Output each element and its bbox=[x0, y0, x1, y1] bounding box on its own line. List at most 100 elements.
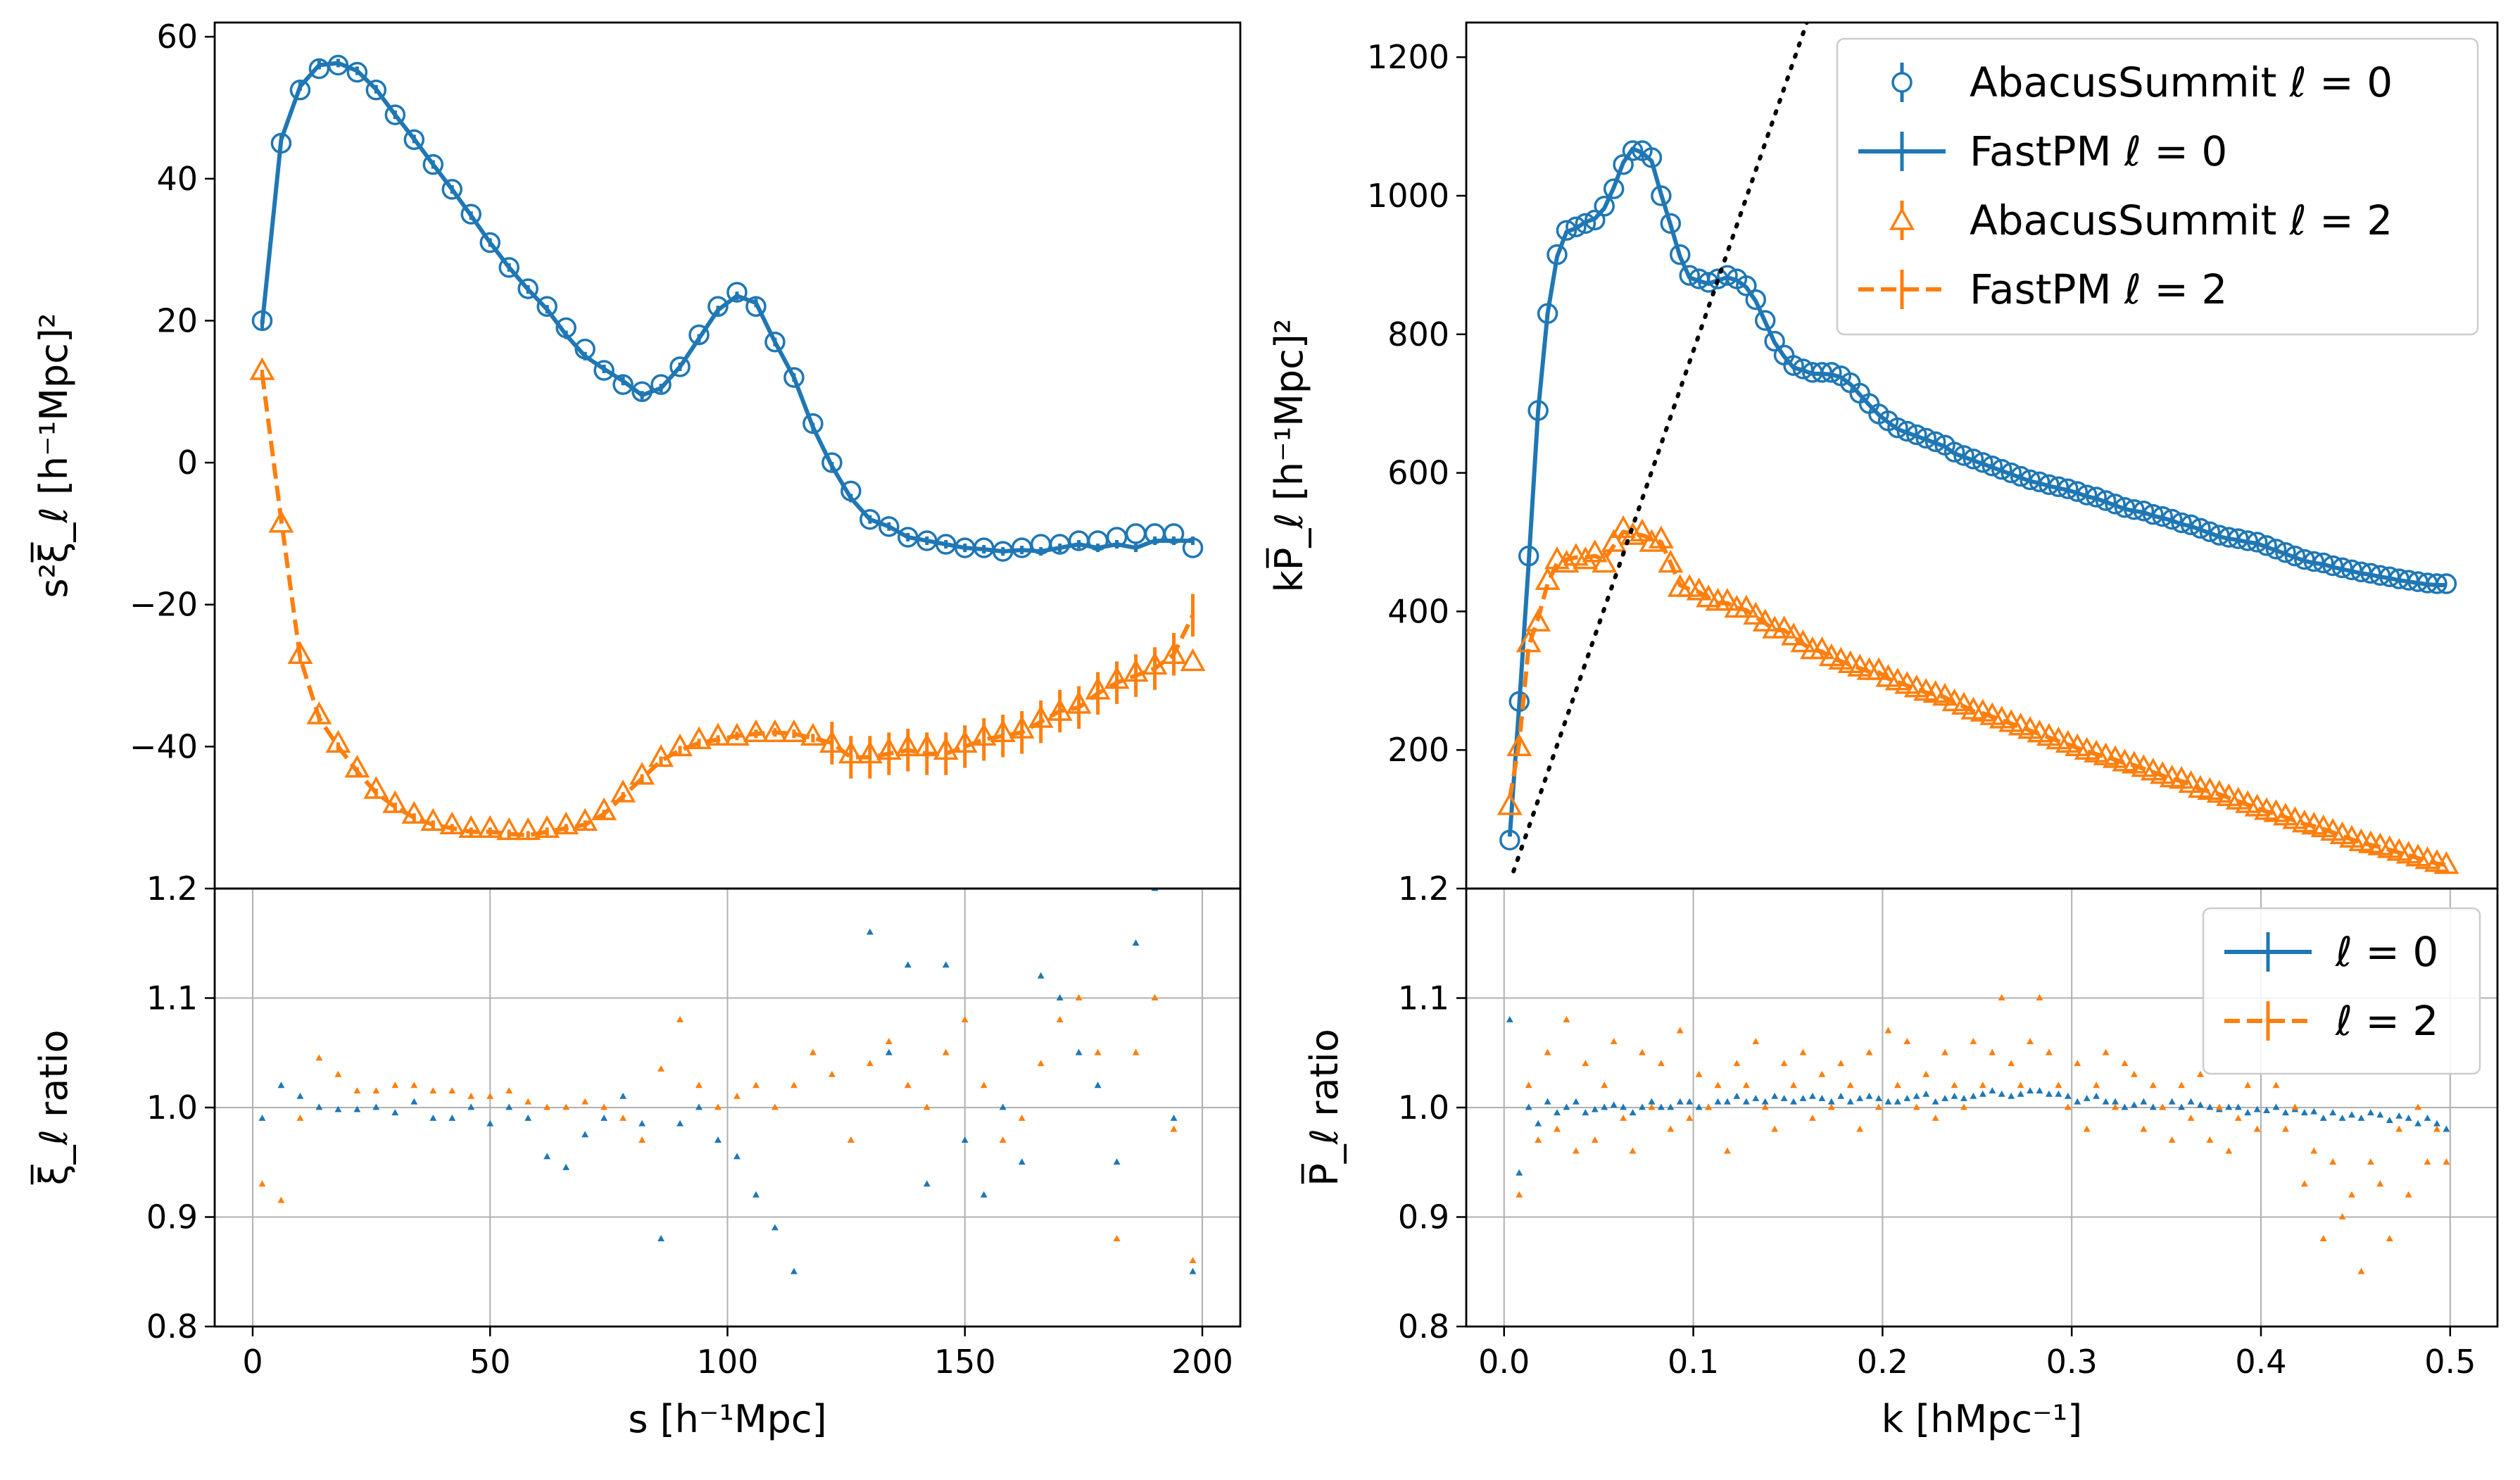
data-point bbox=[745, 296, 767, 318]
data-point bbox=[1903, 1094, 1911, 1101]
data-point bbox=[1856, 1094, 1864, 1101]
data-point bbox=[1733, 1060, 1741, 1067]
data-point bbox=[885, 1038, 893, 1045]
y-tick-label: 20 bbox=[156, 301, 198, 339]
data-point bbox=[2405, 1114, 2412, 1121]
y-tick-label: 800 bbox=[1387, 315, 1449, 353]
legend-pk_ratio: ℓ = 0 ℓ = 2 bbox=[2202, 907, 2481, 1075]
data-point bbox=[1582, 1060, 1589, 1067]
data-point bbox=[460, 203, 481, 225]
data-point bbox=[2338, 1114, 2346, 1121]
data-point bbox=[1761, 1098, 1769, 1105]
data-point bbox=[676, 1015, 684, 1022]
data-point bbox=[1714, 1081, 1722, 1089]
data-point bbox=[1884, 1027, 1892, 1034]
data-point bbox=[591, 797, 617, 820]
data-point bbox=[1780, 1060, 1788, 1067]
data-point bbox=[828, 1070, 836, 1077]
x-tick-label: 0.0 bbox=[1478, 1343, 1530, 1381]
x-tick-label: 0.1 bbox=[1668, 1343, 1719, 1381]
data-point bbox=[802, 413, 824, 434]
data-point bbox=[308, 58, 330, 80]
data-point bbox=[1679, 265, 1700, 286]
data-point bbox=[277, 1081, 285, 1089]
data-point bbox=[2424, 1114, 2431, 1121]
series-line bbox=[260, 61, 1193, 554]
data-point bbox=[1960, 1103, 1967, 1110]
y-axis-label: s²ξ̅_ℓ [h⁻¹Mpc]² bbox=[31, 313, 76, 598]
x-tick-label: 0 bbox=[242, 1343, 263, 1381]
data-point bbox=[812, 1347, 814, 1350]
x-tick-label: 0.3 bbox=[2046, 1343, 2098, 1381]
legend-label: ℓ = 2 bbox=[2335, 997, 2438, 1045]
legend-pk_top: AbacusSummit ℓ = 0 FastPM ℓ = 0 AbacusSumm… bbox=[1836, 37, 2479, 336]
data-point bbox=[2414, 1120, 2422, 1127]
data-point bbox=[2140, 1098, 2148, 1105]
data-point bbox=[391, 1081, 399, 1089]
data-point bbox=[2196, 1101, 2204, 1108]
data-point bbox=[2027, 1087, 2034, 1094]
data-point bbox=[2225, 1103, 2233, 1110]
data-point bbox=[306, 701, 332, 725]
data-point bbox=[1827, 1103, 1835, 1110]
data-point bbox=[1714, 1098, 1722, 1105]
data-point bbox=[980, 1081, 988, 1089]
data-point bbox=[1667, 1125, 1675, 1132]
data-point bbox=[1037, 1060, 1045, 1067]
data-point bbox=[1611, 515, 1637, 539]
data-xi_top bbox=[249, 54, 1206, 841]
data-point bbox=[2206, 1103, 2214, 1110]
data-point bbox=[1799, 1048, 1807, 1055]
data-point bbox=[2329, 1109, 2337, 1116]
data-point bbox=[289, 80, 311, 101]
data-point bbox=[486, 1092, 494, 1099]
data-point bbox=[866, 928, 874, 935]
data-point bbox=[2027, 1038, 2034, 1045]
data-point bbox=[1591, 1136, 1599, 1143]
data-point bbox=[2168, 1098, 2176, 1105]
data-point bbox=[1113, 1234, 1121, 1241]
data-point bbox=[479, 232, 500, 253]
data-point bbox=[771, 1224, 779, 1231]
data-point bbox=[2357, 1114, 2365, 1121]
data-point bbox=[752, 1081, 760, 1089]
data-point bbox=[695, 1081, 703, 1089]
data-point bbox=[524, 1114, 532, 1121]
data-point bbox=[1610, 1101, 1618, 1108]
data-point bbox=[1497, 792, 1523, 815]
data-point bbox=[1657, 1060, 1665, 1067]
data-point bbox=[686, 726, 712, 750]
data-point bbox=[325, 729, 351, 753]
data-point bbox=[942, 961, 950, 968]
data-point bbox=[2424, 1158, 2431, 1165]
data-point bbox=[1686, 1114, 1694, 1121]
data-point bbox=[2036, 993, 2043, 1001]
data-point bbox=[809, 1048, 817, 1055]
y-tick-label: −20 bbox=[130, 586, 198, 624]
data-point bbox=[439, 811, 465, 835]
data-point bbox=[2083, 1125, 2091, 1132]
data-point bbox=[543, 1153, 551, 1160]
data-point bbox=[1535, 1136, 1542, 1143]
data-point bbox=[517, 278, 538, 299]
data-point bbox=[961, 1015, 969, 1022]
data-point bbox=[923, 1103, 931, 1110]
data-point bbox=[2244, 1081, 2252, 1089]
data-point bbox=[2130, 1101, 2138, 1108]
data-point bbox=[790, 1081, 798, 1089]
data-point bbox=[391, 1109, 399, 1116]
data-point bbox=[1989, 1048, 1996, 1055]
data-point bbox=[2196, 1070, 2204, 1077]
data-point bbox=[1932, 1114, 1939, 1121]
data-point bbox=[650, 374, 672, 395]
legend-label: AbacusSummit ℓ = 0 bbox=[1970, 58, 2393, 106]
data-point bbox=[1629, 1147, 1637, 1154]
y-tick-label: 1.2 bbox=[146, 870, 198, 908]
data-point bbox=[1506, 733, 1532, 757]
data-point bbox=[1132, 939, 1140, 946]
y-tick-label: −40 bbox=[130, 727, 198, 765]
data-pk_top bbox=[1497, 23, 2459, 874]
data-point bbox=[1866, 657, 1891, 680]
data-point bbox=[1535, 1120, 1542, 1127]
